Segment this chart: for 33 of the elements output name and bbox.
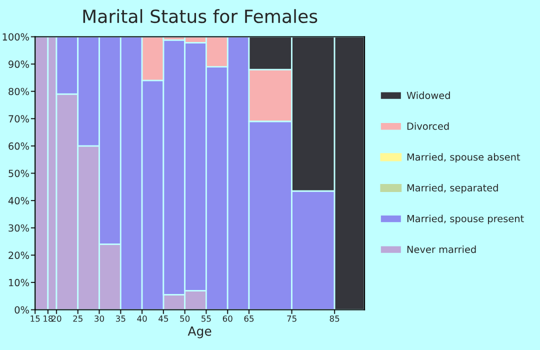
y-tick-label: 100%: [2, 33, 30, 41]
x-tick-label: 60: [222, 315, 232, 322]
y-tick-label: 60%: [8, 142, 30, 150]
x-tick-label: 65: [244, 315, 254, 322]
x-tick-label: 85: [330, 315, 340, 322]
x-tick-label: 25: [73, 315, 82, 322]
y-tick-label: 90%: [8, 60, 30, 68]
y-tick-label: 20%: [8, 252, 30, 259]
x-tick-label: 20: [52, 315, 62, 322]
x-axis-title: Age: [188, 326, 212, 338]
x-tick-label: 45: [158, 316, 168, 322]
x-tick-label: 55: [202, 316, 211, 322]
legend-label: Never married: [407, 246, 476, 254]
x-tick-label: 40: [137, 315, 147, 322]
x-tick-label: 35: [116, 315, 126, 322]
legend-label: Widowed: [406, 92, 450, 100]
y-tick-label: 50%: [8, 170, 30, 178]
y-tick-label: 30%: [8, 224, 30, 232]
legend-label: Married, separated: [407, 184, 498, 194]
x-tick-label: 18: [44, 315, 53, 322]
x-tick-label: 30: [94, 315, 104, 322]
y-tick-label: 0%: [14, 306, 30, 314]
legend-label: Married, spouse absent: [407, 153, 520, 163]
y-tick-label: 80%: [8, 88, 30, 96]
y-tick-label: 70%: [8, 115, 30, 122]
x-tick-label: 15: [30, 316, 40, 322]
chart-title: Marital Status for Females: [83, 9, 318, 24]
x-tick-label: 50: [180, 315, 190, 322]
y-tick-label: 10%: [9, 278, 30, 286]
legend-label: Married, spouse present: [407, 214, 524, 224]
legend-label: Divorced: [407, 122, 449, 130]
x-tick-label: 75: [287, 316, 296, 322]
y-tick-label: 40%: [8, 197, 30, 204]
